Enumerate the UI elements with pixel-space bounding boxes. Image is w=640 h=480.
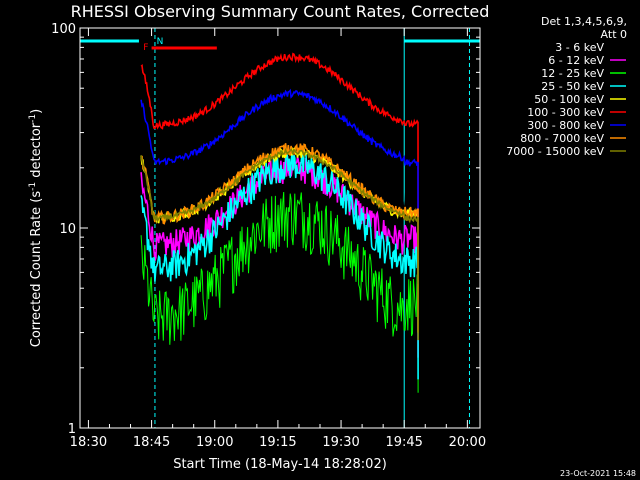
x-tick-label-3: 19:15 bbox=[259, 435, 296, 450]
x-axis-label: Start Time (18-May-14 18:28:02) bbox=[173, 457, 387, 472]
legend-label-2: 12 - 25 keV bbox=[541, 67, 604, 80]
legend-label-7: 800 - 7000 keV bbox=[520, 132, 604, 145]
legend-label-1: 6 - 12 keV bbox=[548, 54, 604, 67]
legend-label-0: 3 - 6 keV bbox=[555, 41, 604, 54]
x-tick-label-2: 19:00 bbox=[196, 435, 233, 450]
series-line-6 bbox=[140, 88, 419, 285]
chart-title: RHESSI Observing Summary Count Rates, Co… bbox=[71, 2, 490, 21]
x-tick-label-1: 18:45 bbox=[133, 435, 170, 450]
y-axis-label: Corrected Count Rate (s-1 detector-1) bbox=[28, 109, 44, 347]
x-tick-label-5: 19:45 bbox=[385, 435, 422, 450]
legend-header-line-1: Det 1,3,4,5,6,9, bbox=[541, 15, 627, 28]
timestamp: 23-Oct-2021 15:48 bbox=[560, 469, 636, 478]
saa-flag-label: N bbox=[157, 37, 164, 47]
series-line-8 bbox=[140, 147, 419, 341]
legend-label-3: 25 - 50 keV bbox=[541, 80, 604, 93]
series-line-1 bbox=[140, 156, 419, 358]
plot-area: FN bbox=[80, 28, 480, 428]
y-tick-label-1: 10 bbox=[59, 222, 76, 237]
series-line-0 bbox=[140, 125, 419, 303]
y-tick-label-2: 100 bbox=[51, 22, 76, 37]
x-axis: 18:30 18:45 19:00 19:15 19:30 19:45 20:00 bbox=[70, 28, 486, 450]
x-tick-label-6: 20:00 bbox=[449, 435, 486, 450]
x-tick-label-0: 18:30 bbox=[70, 435, 107, 450]
series-line-2 bbox=[140, 191, 419, 393]
legend-label-8: 7000 - 15000 keV bbox=[506, 145, 604, 158]
legend-label-5: 100 - 300 keV bbox=[527, 106, 604, 119]
legend-header-line-2: Att 0 bbox=[601, 28, 627, 41]
legend-label-4: 50 - 100 keV bbox=[534, 93, 604, 106]
series-line-5 bbox=[140, 52, 419, 245]
x-tick-label-4: 19:30 bbox=[322, 435, 359, 450]
series-line-7 bbox=[140, 143, 419, 333]
legend-label-6: 300 - 800 keV bbox=[527, 119, 604, 132]
flare-flag-label: F bbox=[143, 43, 148, 53]
y-axis: 1 10 100 bbox=[51, 22, 480, 437]
series-line-3 bbox=[140, 149, 419, 380]
y-tick-label-0: 1 bbox=[68, 422, 76, 437]
